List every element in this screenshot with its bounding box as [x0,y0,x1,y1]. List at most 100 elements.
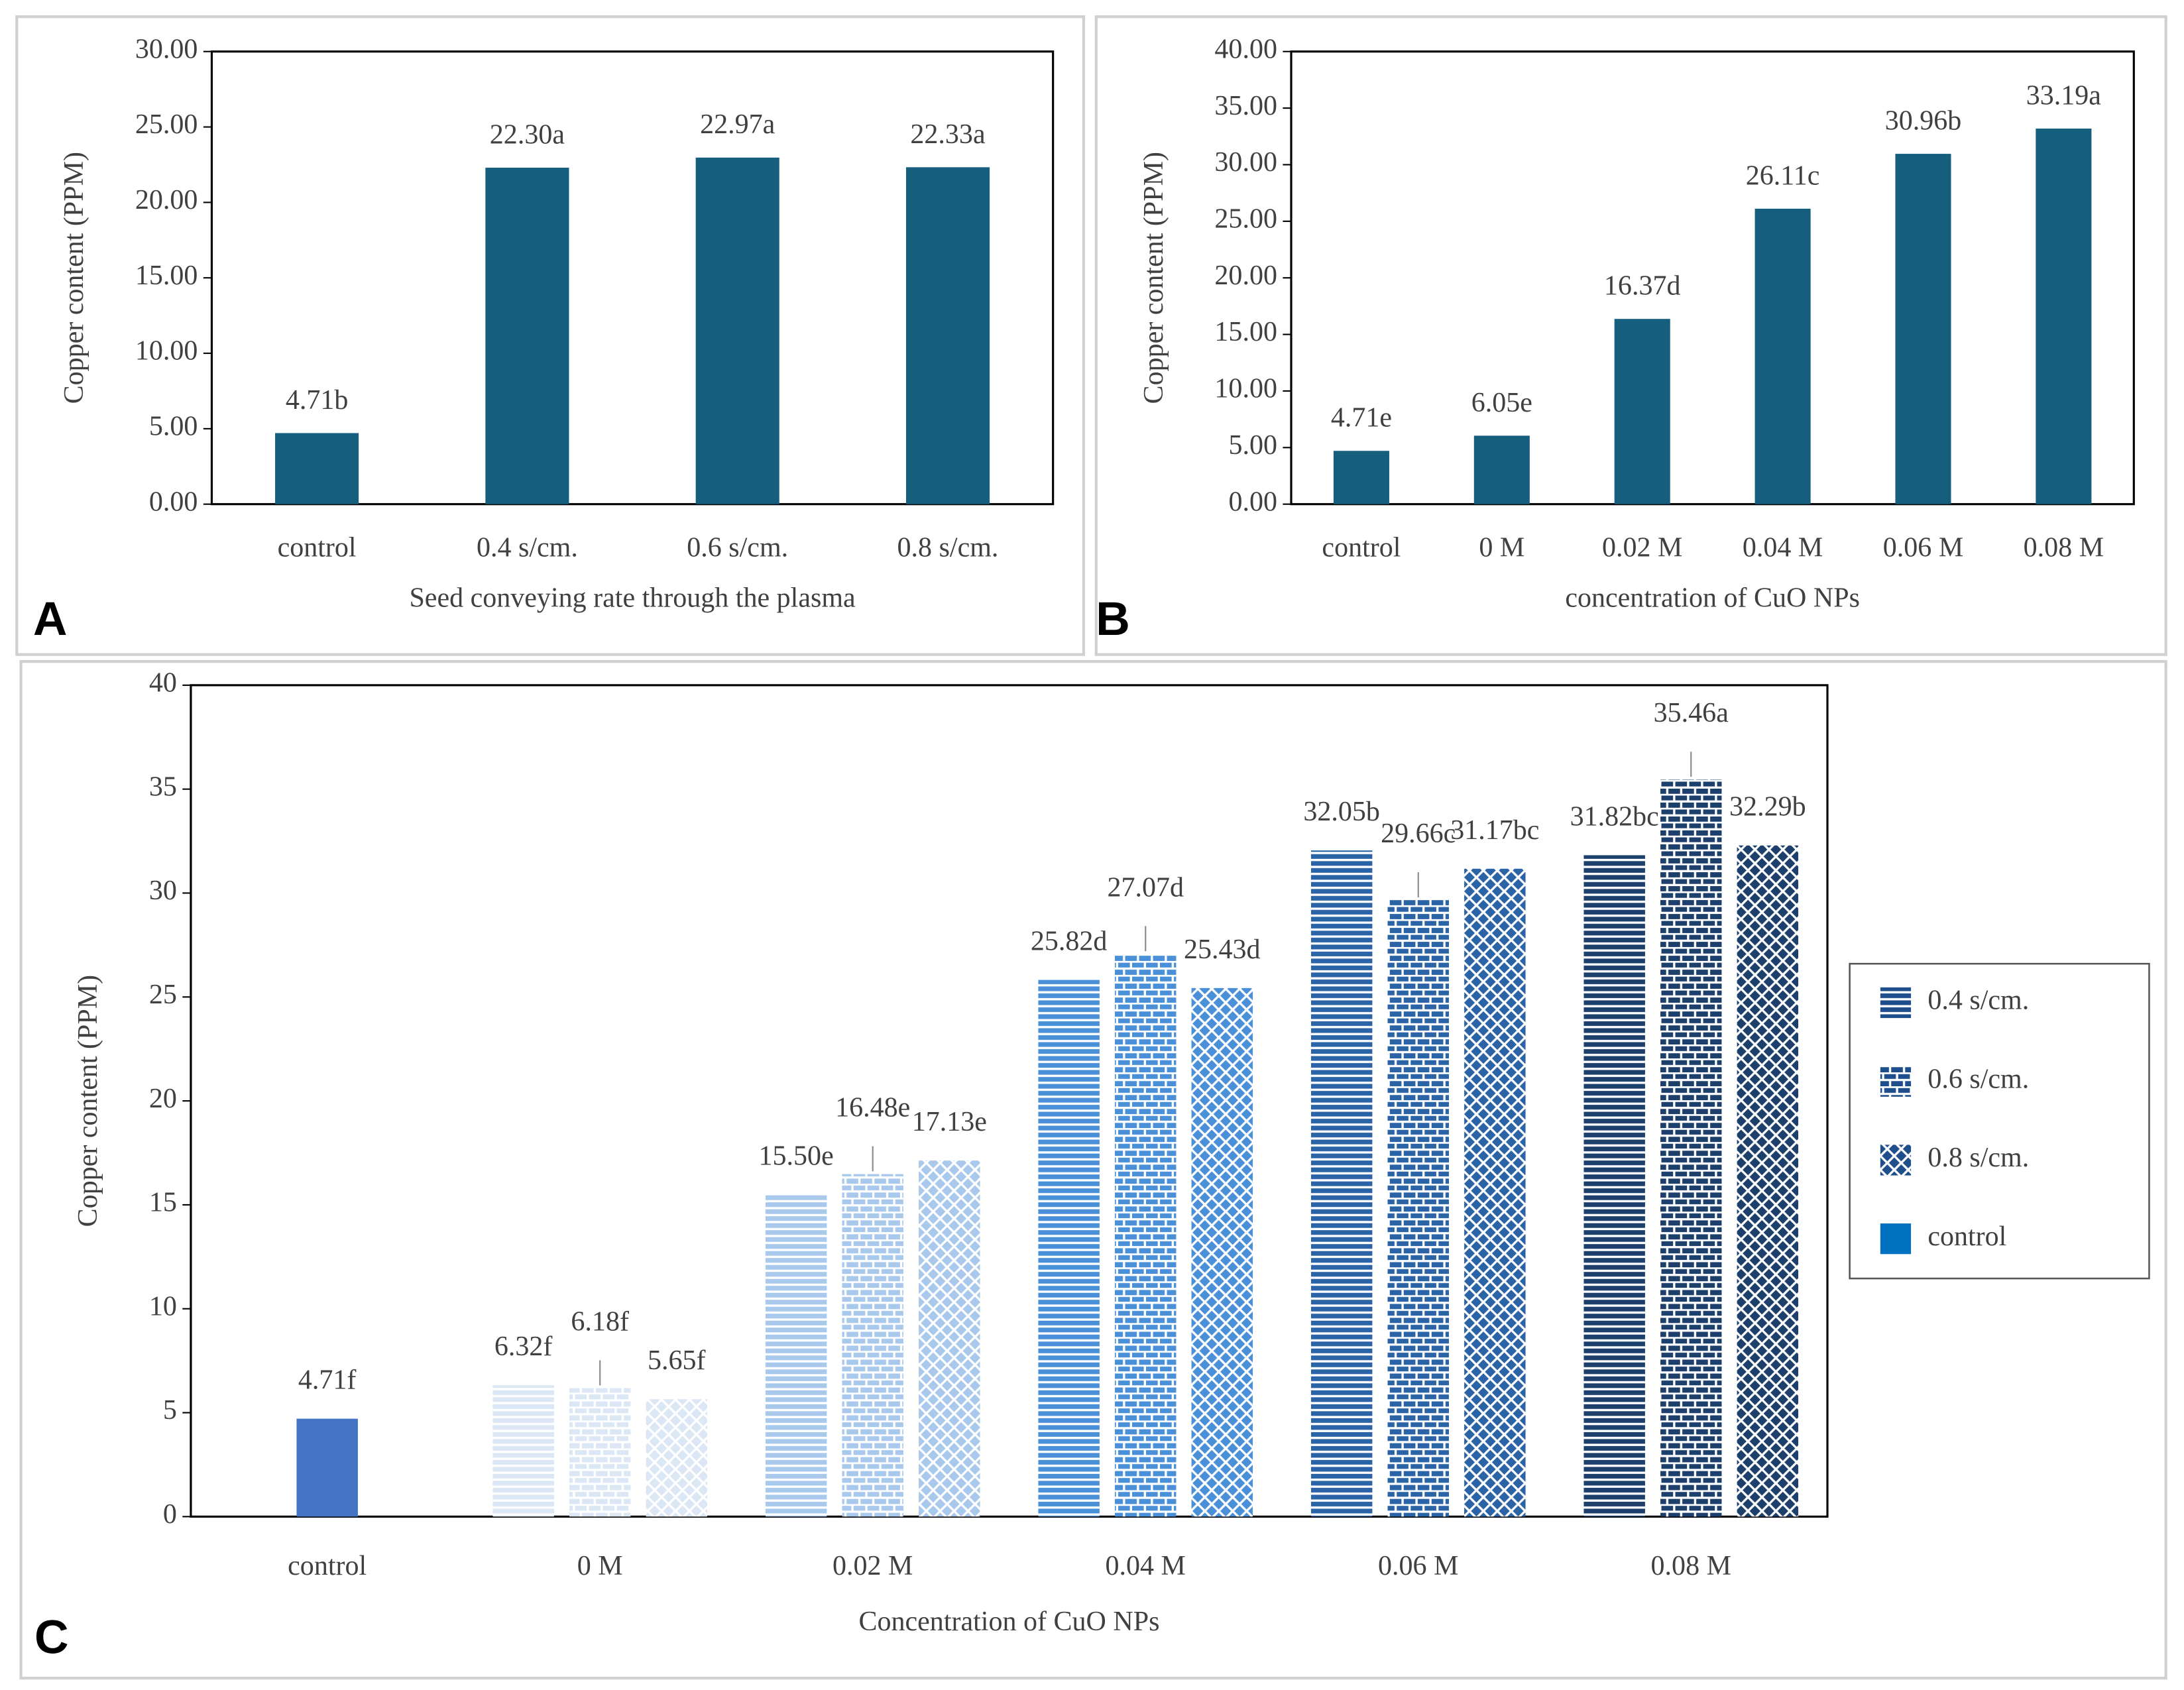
value-label: 6.18f [571,1307,629,1337]
x-axis-label: Concentration of CuO NPs [858,1606,1159,1637]
bar [1333,451,1389,504]
bar [1583,855,1645,1517]
value-label: 25.82d [1031,927,1108,957]
value-label: 33.19a [2026,80,2102,111]
value-label: 32.29b [1729,792,1806,822]
panel-frame [15,15,1085,656]
y-tick-label: 0.00 [1228,486,1277,517]
bar [1473,435,1530,504]
bar [765,1194,827,1517]
y-tick-label: 10.00 [1214,374,1277,404]
value-label: 16.48e [835,1093,910,1123]
y-tick-label: 35.00 [1214,91,1277,121]
bar [695,157,779,504]
legend-label: 0.6 s/cm. [1927,1064,2029,1094]
y-tick-label: 15.00 [135,260,198,291]
legend-swatch [1880,1145,1912,1176]
value-label: 17.13e [912,1107,987,1137]
legend-swatch [1880,987,1912,1019]
x-tick-label: 0 M [577,1551,623,1581]
y-tick-label: 30 [149,875,177,906]
value-label: 35.46a [1654,698,1729,728]
value-label: 6.32f [494,1331,553,1362]
value-label: 22.30a [490,119,565,150]
legend-swatch [1880,1066,1912,1097]
value-label: 25.43d [1184,934,1261,965]
y-tick-label: 25 [149,980,177,1010]
y-tick-label: 10 [149,1291,177,1322]
panel-frame [19,660,2167,1680]
x-tick-label: control [278,533,357,563]
y-axis-label: Copper content (PPM) [59,152,89,404]
value-label: 29.66c [1381,818,1456,849]
y-tick-label: 40.00 [1214,34,1277,64]
x-tick-label: 0.02 M [1602,533,1682,563]
y-tick-label: 20.00 [135,185,198,215]
bar [275,433,359,504]
bar [1464,868,1526,1517]
bar [905,167,990,504]
bar [1754,208,1811,504]
bar [1310,850,1373,1517]
legend-label: control [1927,1221,2006,1252]
x-tick-label: 0.6 s/cm. [687,533,788,563]
y-tick-label: 10.00 [135,336,198,366]
bar [1895,154,1951,504]
y-tick-label: 0 [163,1499,177,1530]
value-label: 31.82bc [1570,801,1659,832]
y-tick-label: 30.00 [1214,147,1277,178]
y-tick-label: 5 [163,1395,177,1426]
y-tick-label: 30.00 [135,34,198,64]
bar [919,1160,980,1517]
bar [1191,987,1253,1517]
bar [485,168,569,504]
value-label: 4.71e [1331,403,1392,433]
y-tick-label: 35 [149,771,177,802]
value-label: 31.17bc [1450,815,1539,846]
panel-frame [1094,15,2167,656]
x-tick-label: 0.06 M [1378,1551,1458,1581]
value-label: 22.33a [910,119,986,150]
value-label: 5.65f [648,1345,706,1376]
x-tick-label: 0.08 M [1651,1551,1731,1581]
value-label: 16.37d [1604,271,1681,302]
value-label: 4.71f [298,1365,357,1396]
x-tick-label: 0.06 M [1883,533,1963,563]
panel-letter: C [34,1610,69,1663]
bar [646,1399,707,1517]
y-tick-label: 20 [149,1084,177,1114]
y-tick-label: 15 [149,1188,177,1218]
x-tick-label: 0 M [1479,533,1524,563]
bar [2036,129,2092,504]
x-tick-label: 0.8 s/cm. [897,533,999,563]
y-tick-label: 5.00 [149,412,198,442]
bar [1038,980,1100,1517]
x-tick-label: control [1322,533,1401,563]
y-axis-label: Copper content (PPM) [1139,152,1169,404]
x-axis-label: concentration of CuO NPs [1565,583,1860,613]
value-label: 4.71b [286,385,349,416]
bar [569,1388,631,1517]
x-tick-label: 0.04 M [1743,533,1823,563]
value-label: 15.50e [759,1141,834,1171]
value-label: 27.07d [1107,872,1184,903]
legend-label: 0.4 s/cm. [1927,986,2029,1016]
legend-swatch [1880,1223,1912,1255]
value-label: 6.05e [1471,388,1532,418]
panel-letter: A [33,592,68,646]
y-tick-label: 25.00 [1214,203,1277,234]
x-tick-label: 0.4 s/cm. [477,533,578,563]
x-tick-label: control [288,1551,367,1581]
y-axis-label: Copper content (PPM) [73,975,103,1227]
panel-letter: B [1096,592,1130,646]
value-label: 22.97a [700,109,776,140]
bar [296,1418,358,1517]
legend-label: 0.8 s/cm. [1927,1143,2029,1173]
x-tick-label: 0.08 M [2024,533,2104,563]
value-label: 32.05b [1303,797,1380,827]
bar [1614,319,1670,504]
bar [842,1174,903,1517]
y-tick-label: 15.00 [1214,317,1277,347]
value-label: 30.96b [1885,106,1962,137]
